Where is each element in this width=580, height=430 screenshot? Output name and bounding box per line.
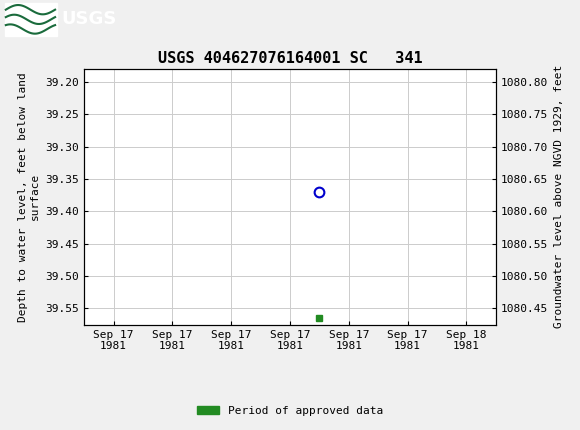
Text: USGS: USGS (61, 10, 116, 28)
Text: USGS 404627076164001 SC   341: USGS 404627076164001 SC 341 (158, 51, 422, 65)
Legend: Period of approved data: Period of approved data (193, 401, 387, 420)
Y-axis label: Depth to water level, feet below land
surface: Depth to water level, feet below land su… (19, 72, 40, 322)
Y-axis label: Groundwater level above NGVD 1929, feet: Groundwater level above NGVD 1929, feet (553, 65, 564, 329)
Bar (5, 3, 57, 36)
